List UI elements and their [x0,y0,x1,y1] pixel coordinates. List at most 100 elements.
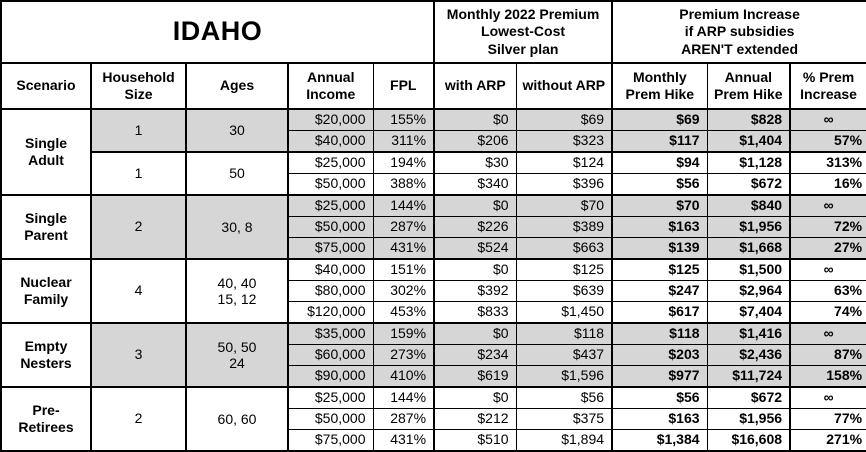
annual-hike-cell: $1,500 [706,258,792,281]
monthly-hike-cell: $247 [611,280,708,302]
income-cell: $25,000 [287,386,374,409]
annual-hike-cell: $1,128 [706,151,792,174]
with-arp-cell: $30 [433,151,517,174]
annual-hike-cell: $1,956 [706,408,792,430]
column-header-without-arp: without ARP [515,62,614,110]
table-row: $90,000 410% $619 $1,596 $977 $11,724 158% [1,365,866,388]
with-arp-cell: $0 [433,108,517,131]
column-header-pct-prem-increase: % Prem Increase [789,62,866,110]
annual-hike-cell: $2,964 [706,280,792,302]
fpl-cell: 155% [372,108,436,131]
column-header-annual-income: Annual Income [287,62,374,110]
fpl-cell: 151% [372,258,436,281]
annual-hike-cell: $7,404 [706,301,792,324]
monthly-hike-cell: $118 [611,322,708,345]
fpl-cell: 159% [372,322,436,345]
with-arp-cell: $0 [433,194,517,217]
income-cell: $90,000 [287,365,374,388]
monthly-hike-cell: $69 [611,108,708,131]
without-arp-cell: $70 [515,194,614,217]
table-row: $60,000 273% $234 $437 $203 $2,436 87% [1,344,866,366]
without-arp-cell: $124 [515,151,614,174]
pct-increase-cell: 72% [789,216,866,238]
annual-hike-cell: $672 [706,173,792,196]
without-arp-cell: $389 [515,216,614,238]
monthly-hike-cell: $56 [611,386,708,409]
pct-increase-cell: 77% [789,408,866,430]
fpl-cell: 144% [372,194,436,217]
monthly-hike-cell: $56 [611,173,708,196]
annual-hike-cell: $1,668 [706,237,792,260]
income-cell: $120,000 [287,301,374,324]
income-cell: $35,000 [287,322,374,345]
table-row: Single Adult 1 30 $20,000 155% $0 $69 $69 $828 ∞ [0,108,866,196]
income-cell: $50,000 [287,173,374,196]
pct-increase-cell: ∞ [789,322,866,345]
pct-increase-cell: ∞ [789,194,866,217]
with-arp-cell: $0 [433,386,517,409]
monthly-hike-cell: $163 [611,216,708,238]
monthly-hike-cell: $94 [611,151,708,174]
with-arp-cell: $206 [433,130,517,153]
pct-increase-cell: ∞ [789,386,866,409]
annual-hike-cell: $1,416 [706,322,792,345]
annual-hike-cell: $1,404 [706,130,792,153]
pct-increase-cell: ∞ [789,108,866,131]
income-cell: $75,000 [287,429,374,452]
monthly-hike-cell: $617 [611,301,708,324]
table-row: Nuclear Family 4 40, 40 15, 12 $40,000 151% $… [0,258,866,324]
increase-column-group-header: Premium Increase if ARP subsidies AREN'T… [611,0,866,64]
monthly-hike-cell: $203 [611,344,708,366]
pct-increase-cell: 63% [789,280,866,302]
income-cell: $80,000 [287,280,374,302]
ages-cell: 30, 8 [185,194,289,260]
fpl-cell: 287% [372,216,436,238]
monthly-hike-cell: $70 [611,194,708,217]
scenario-cell: Single Adult [0,108,92,196]
ages-cell: 40, 40 15, 12 [185,258,289,324]
monthly-hike-cell: $163 [611,408,708,430]
income-cell: $50,000 [287,216,374,238]
scenario-cell: Empty Nesters [0,322,92,388]
monthly-hike-cell: $139 [611,237,708,260]
fpl-cell: 194% [372,151,436,174]
annual-hike-cell: $16,608 [706,429,792,452]
fpl-cell: 273% [372,344,436,366]
with-arp-cell: $833 [433,301,517,324]
monthly-hike-cell: $125 [611,258,708,281]
without-arp-cell: $639 [515,280,614,302]
without-arp-cell: $663 [515,237,614,260]
income-cell: $40,000 [287,258,374,281]
annual-hike-cell: $840 [706,194,792,217]
with-arp-cell: $0 [433,322,517,345]
fpl-cell: 302% [372,280,436,302]
income-cell: $25,000 [287,194,374,217]
annual-hike-cell: $672 [706,386,792,409]
column-header-ages: Ages [185,62,289,110]
with-arp-cell: $234 [433,344,517,366]
column-header-household-size: Household Size [90,62,187,110]
table-row: $50,000 287% $212 $375 $163 $1,956 77% [1,408,866,430]
fpl-cell: 410% [372,365,436,388]
ages-cell: 50, 50 24 [185,322,289,388]
with-arp-cell: $510 [433,429,517,452]
with-arp-cell: $212 [433,408,517,430]
fpl-cell: 431% [372,237,436,260]
monthly-hike-cell: $1,384 [611,429,708,452]
household-size-cell: 2 [90,194,187,260]
annual-hike-cell: $2,436 [706,344,792,366]
annual-hike-cell: $1,956 [706,216,792,238]
table-row: $40,000 311% $206 $323 $117 $1,404 57% [1,130,866,153]
pct-increase-cell: ∞ [789,258,866,281]
without-arp-cell: $1,894 [515,429,614,452]
table-row: Empty Nesters 3 50, 50 24 $35,000 159% $0 $118… [0,322,866,388]
household-size-cell: 2 [90,386,187,452]
ages-cell: 30 [185,108,289,153]
pct-increase-cell: 74% [789,301,866,324]
fpl-cell: 311% [372,130,436,153]
fpl-cell: 287% [372,408,436,430]
scenario-cell: Nuclear Family [0,258,92,324]
annual-hike-cell: $11,724 [706,365,792,388]
with-arp-cell: $0 [433,258,517,281]
